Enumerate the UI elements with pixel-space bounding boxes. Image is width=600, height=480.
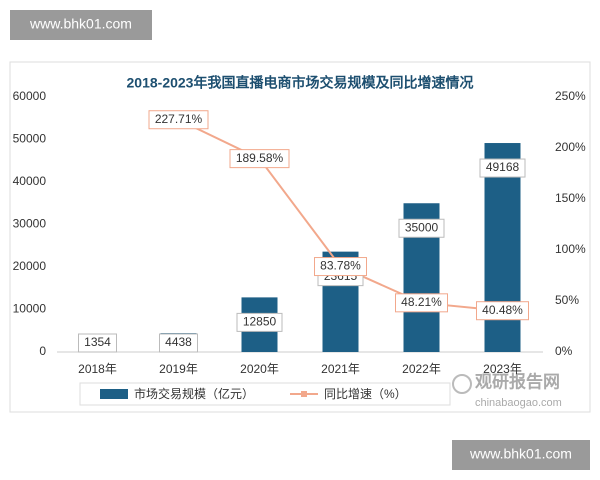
logo-url: chinabaogao.com (475, 397, 562, 409)
y-tick-label: 10000 (13, 302, 47, 316)
data-label: 1354 (84, 335, 111, 349)
watermark: www.bhk01.com (469, 446, 572, 462)
y-tick-label: 0 (39, 344, 46, 358)
chart-title: 2018-2023年我国直播电商市场交易规模及同比增速情况 (127, 75, 474, 91)
legend-box (79, 382, 451, 406)
data-label: 40.48% (482, 303, 523, 317)
label-box (476, 301, 529, 321)
label-box (395, 293, 448, 313)
x-tick-label: 2020年 (240, 362, 279, 376)
y-tick-label: 40000 (13, 174, 47, 188)
legend-label: 同比增速（%） (324, 387, 407, 401)
data-label: 48.21% (401, 295, 442, 309)
label-box (314, 257, 367, 277)
y-tick-label: 20000 (13, 259, 47, 273)
y-tick-label: 60000 (13, 89, 47, 103)
watermark: www.bhk01.com (29, 16, 132, 32)
y-tick-label: 50000 (13, 132, 47, 146)
data-label: 227.71% (155, 112, 203, 126)
label-box (148, 110, 209, 130)
x-tick-label: 2022年 (402, 362, 441, 376)
y2-tick-label: 0% (555, 344, 573, 358)
legend-swatch (301, 391, 307, 397)
y2-tick-label: 100% (555, 242, 586, 256)
y2-tick-label: 150% (555, 191, 586, 205)
label-box (159, 333, 198, 353)
label-box (479, 158, 526, 178)
data-label: 189.58% (236, 151, 284, 165)
legend-label: 市场交易规模（亿元） (134, 386, 254, 401)
y-tick-label: 30000 (13, 217, 47, 231)
label-box (78, 333, 117, 353)
label-box (236, 312, 283, 332)
y2-tick-label: 50% (555, 293, 579, 307)
data-label: 49168 (486, 160, 520, 174)
data-label: 35000 (405, 220, 439, 234)
watermark-box (452, 440, 590, 470)
x-tick-label: 2018年 (78, 362, 117, 376)
watermark-box (10, 10, 152, 40)
x-tick-label: 2023年 (483, 362, 522, 376)
data-label: 12850 (243, 315, 277, 329)
label-box (398, 218, 445, 238)
y2-tick-label: 200% (555, 140, 586, 154)
data-label: 4438 (165, 335, 192, 349)
x-tick-label: 2021年 (321, 362, 360, 376)
legend-swatch (100, 389, 128, 399)
x-tick-label: 2019年 (159, 362, 198, 376)
logo-icon (452, 374, 472, 394)
logo-name: 观研报告网 (474, 371, 560, 391)
label-box (229, 149, 290, 169)
data-label: 83.78% (320, 259, 361, 273)
y2-tick-label: 250% (555, 89, 586, 103)
